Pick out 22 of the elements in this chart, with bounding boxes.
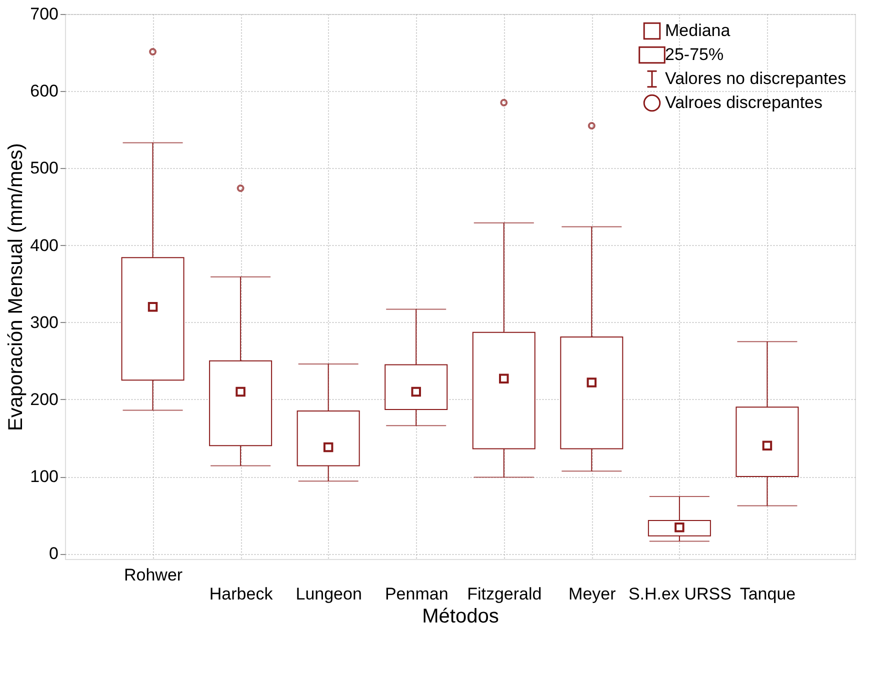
y-tick-label: 100 xyxy=(30,467,58,486)
x-axis-title: Métodos xyxy=(422,606,499,628)
annotation: Valroes discrepantes xyxy=(665,93,822,112)
annotation: Mediana xyxy=(665,21,731,40)
y-tick-label: 400 xyxy=(30,236,58,255)
y-tick-label: 600 xyxy=(30,82,58,101)
y-tick-label: 300 xyxy=(30,312,58,332)
x-tick-label: Lungeon xyxy=(296,584,362,604)
y-tick-label: 200 xyxy=(30,390,58,409)
y-axis-title: Evaporación Mensual (mm/mes) xyxy=(5,143,28,431)
y-tick-label: 700 xyxy=(30,4,58,24)
annotation: Valores no discrepantes xyxy=(665,69,846,88)
x-tick-label: Harbeck xyxy=(209,584,274,604)
y-tick-label: 0 xyxy=(49,544,58,564)
x-tick-label: S.H.ex URSS xyxy=(628,584,732,604)
y-tick-label: 500 xyxy=(30,158,58,178)
x-tick-label: Penman xyxy=(384,584,448,604)
x-tick-label: Tanque xyxy=(740,584,796,604)
x-tick-label: Fitzgerald xyxy=(467,584,542,604)
x-tick-label: Meyer xyxy=(568,584,616,604)
x-tick-label: Rohwer xyxy=(124,566,183,584)
annotation: 25-75% xyxy=(665,45,724,64)
